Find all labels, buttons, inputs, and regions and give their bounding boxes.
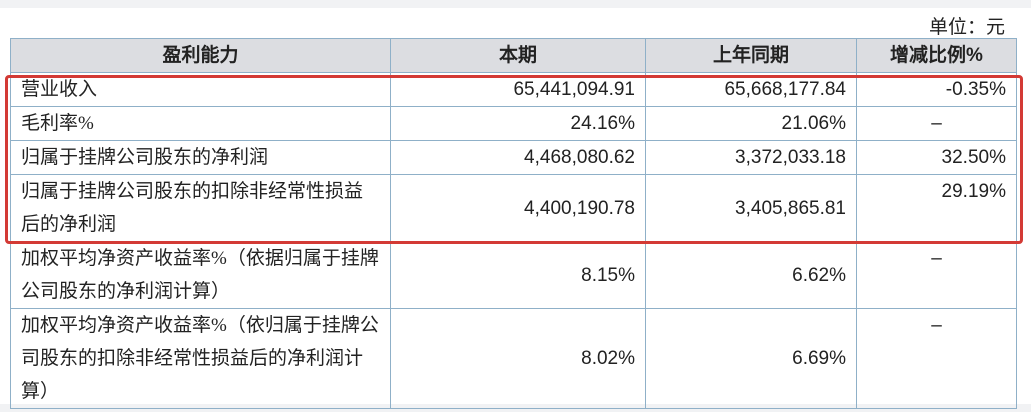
prior-value: 3,405,865.81	[645, 174, 857, 242]
change-value: 32.50%	[856, 140, 1017, 175]
table-row: 归属于挂牌公司股东的扣除非经常性损益后的净利润 4,400,190.78 3,4…	[10, 174, 1017, 242]
current-value: 8.15%	[390, 241, 646, 309]
current-value: 24.16%	[390, 106, 646, 141]
change-value: –	[856, 106, 1017, 141]
row-label: 加权平均净资产收益率%（依归属于挂牌公司股东的扣除非经常性损益后的净利润计算）	[10, 308, 391, 409]
change-value: 29.19%	[856, 174, 1017, 242]
header-current: 本期	[390, 38, 646, 73]
document-page: 单位：元 盈利能力 本期 上年同期 增减比例% 营业收入 65,441,094.…	[0, 8, 1031, 409]
row-label: 营业收入	[10, 72, 391, 107]
current-value: 8.02%	[390, 308, 646, 409]
header-row: 盈利能力 本期 上年同期 增减比例%	[10, 38, 1017, 73]
prior-value: 3,372,033.18	[645, 140, 857, 175]
row-label: 加权平均净资产收益率%（依据归属于挂牌公司股东的净利润计算）	[10, 241, 391, 309]
table-row: 加权平均净资产收益率%（依据归属于挂牌公司股东的净利润计算） 8.15% 6.6…	[10, 241, 1017, 309]
change-value: –	[856, 308, 1017, 409]
change-value: -0.35%	[856, 72, 1017, 107]
prior-value: 65,668,177.84	[645, 72, 857, 107]
profitability-table: 盈利能力 本期 上年同期 增减比例% 营业收入 65,441,094.91 65…	[10, 38, 1017, 409]
row-label: 毛利率%	[10, 106, 391, 141]
table-row: 营业收入 65,441,094.91 65,668,177.84 -0.35%	[10, 72, 1017, 107]
current-value: 4,400,190.78	[390, 174, 646, 242]
prior-value: 21.06%	[645, 106, 857, 141]
table-row: 毛利率% 24.16% 21.06% –	[10, 106, 1017, 141]
unit-label: 单位：元	[928, 17, 1005, 38]
current-value: 65,441,094.91	[390, 72, 646, 107]
prior-value: 6.69%	[645, 308, 857, 409]
row-label: 归属于挂牌公司股东的扣除非经常性损益后的净利润	[10, 174, 391, 242]
header-prior: 上年同期	[645, 38, 857, 73]
row-label: 归属于挂牌公司股东的净利润	[10, 140, 391, 175]
prior-value: 6.62%	[645, 241, 857, 309]
header-item: 盈利能力	[10, 38, 391, 73]
header-change: 增减比例%	[856, 38, 1017, 73]
table-row: 加权平均净资产收益率%（依归属于挂牌公司股东的扣除非经常性损益后的净利润计算） …	[10, 308, 1017, 409]
change-value: –	[856, 241, 1017, 309]
table-row: 归属于挂牌公司股东的净利润 4,468,080.62 3,372,033.18 …	[10, 140, 1017, 175]
current-value: 4,468,080.62	[390, 140, 646, 175]
